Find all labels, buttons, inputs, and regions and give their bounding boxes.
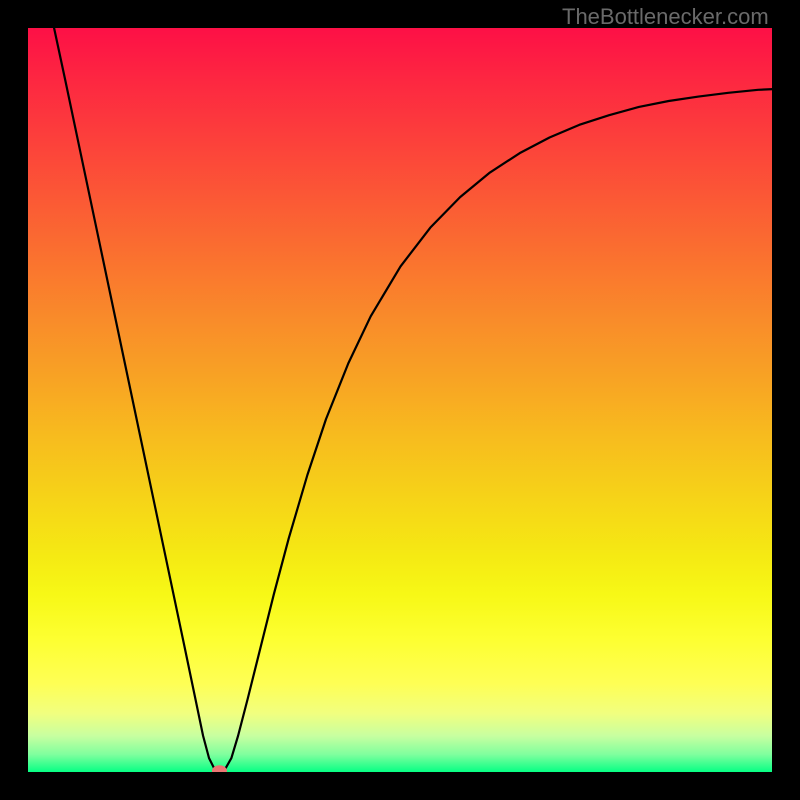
bottleneck-chart bbox=[0, 0, 800, 800]
frame-border-right bbox=[772, 0, 800, 800]
watermark-text: TheBottlenecker.com bbox=[562, 4, 769, 30]
gradient-background bbox=[28, 28, 773, 773]
frame-border-bottom bbox=[0, 772, 800, 800]
frame-border-left bbox=[0, 0, 28, 800]
chart-root: TheBottlenecker.com bbox=[0, 0, 800, 800]
